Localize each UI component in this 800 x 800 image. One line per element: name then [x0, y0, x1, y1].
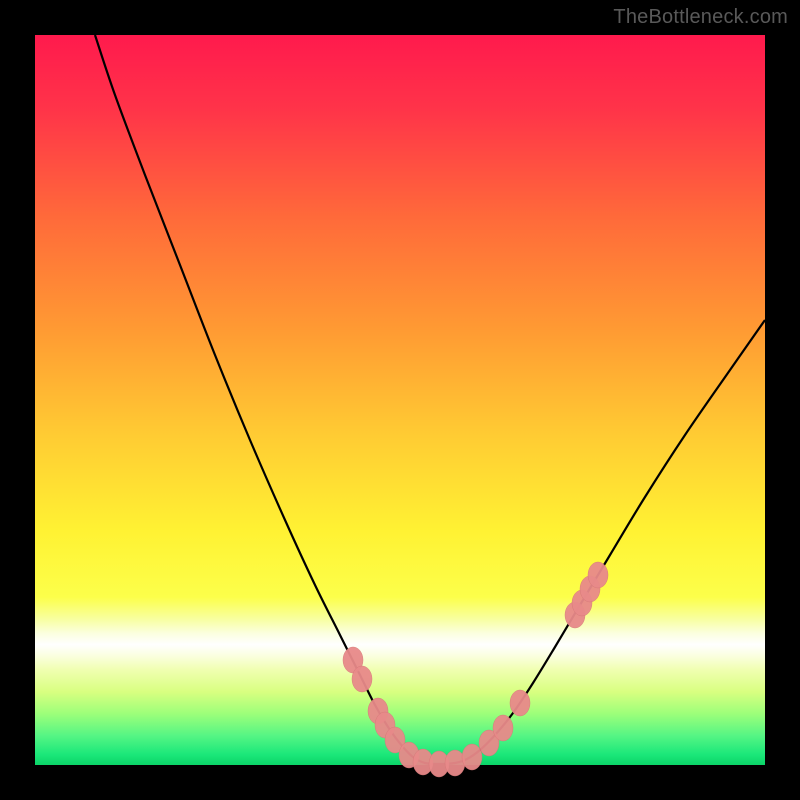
watermark-text: TheBottleneck.com	[613, 6, 788, 29]
data-marker	[510, 690, 530, 716]
data-marker	[445, 750, 465, 776]
bottleneck-curve	[95, 35, 765, 764]
plot-area	[35, 35, 765, 765]
data-marker	[588, 562, 608, 588]
chart-svg	[35, 35, 765, 765]
data-marker	[462, 744, 482, 770]
marker-group	[343, 562, 608, 777]
data-marker	[352, 666, 372, 692]
data-marker	[493, 715, 513, 741]
